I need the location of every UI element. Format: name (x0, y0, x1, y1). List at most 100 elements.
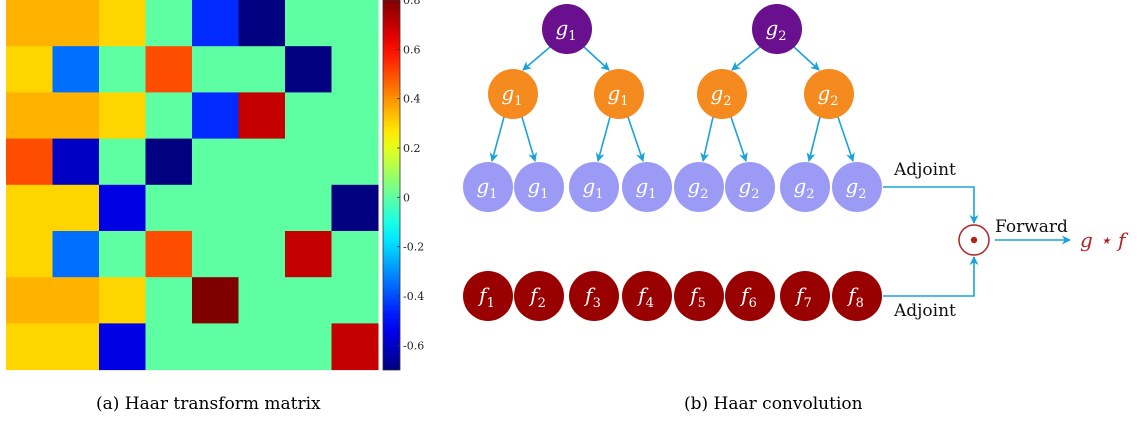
arrow-top-to-mid (522, 46, 551, 71)
heatmap-cell (145, 277, 193, 324)
heatmap-cell (331, 277, 379, 324)
colorbar-tick-label: 0.4 (403, 93, 421, 106)
colorbar-tick-label: -0.6 (403, 339, 424, 352)
heatmap-cell (52, 138, 100, 186)
arrow-top-to-mid (583, 46, 610, 71)
mid-node-g1: g1 (594, 69, 644, 119)
heatmap-cell (145, 323, 193, 371)
heatmap-cell (99, 277, 146, 324)
leaf-node-g1: g1 (622, 162, 672, 212)
heatmap-cell (331, 231, 379, 278)
heatmap-cell (192, 138, 239, 186)
arrow-mid-to-leaf (806, 116, 821, 162)
heatmap-cell (99, 0, 146, 47)
heatmap-cell (145, 184, 193, 232)
colorbar-tick-label: -0.4 (403, 290, 424, 303)
colorbar-tick-label: 0.8 (403, 0, 421, 7)
leaf-node-g1: g1 (463, 162, 513, 212)
heatmap-cell (192, 231, 239, 278)
heatmap-cell (285, 184, 332, 232)
heatmap-cell (238, 92, 286, 140)
heatmap-cell (52, 92, 100, 140)
heatmap-cell (145, 231, 193, 278)
heatmap-cell (192, 92, 239, 140)
heatmap-cell (52, 46, 100, 93)
arrow-top-to-mid (793, 46, 820, 71)
f-node-6: f6 (725, 271, 775, 321)
heatmap-cell (99, 92, 146, 140)
arrow-mid-to-leaf (837, 116, 855, 162)
colorbar-tick-label: -0.2 (403, 241, 424, 254)
hadamard-product-symbol (958, 224, 990, 256)
heatmap-cell (52, 0, 100, 47)
heatmap-cell (285, 46, 332, 93)
heatmap-cell (192, 0, 239, 47)
heatmap-cell (192, 184, 239, 232)
f-node-4: f4 (622, 271, 672, 321)
heatmap-cell (6, 46, 53, 93)
heatmap-cell (6, 277, 53, 324)
leaf-node-g2: g2 (780, 162, 830, 212)
heatmap-cell (238, 0, 286, 47)
heatmap-cell (238, 323, 286, 371)
arrow-mid-to-leaf (700, 116, 714, 162)
top-node-g1: g1 (542, 4, 592, 54)
heatmap-cell (192, 46, 239, 93)
heatmap-cell (99, 138, 146, 186)
haar-matrix-heatmap (6, 0, 379, 371)
f-node-8: f8 (832, 271, 882, 321)
colorbar: 0.8 0.6 0.4 0.2 0 -0.2 -0.4 -0.6 (382, 0, 424, 371)
mid-node-g2: g2 (697, 69, 747, 119)
f-node-5: f5 (674, 271, 724, 321)
heatmap-cell (99, 184, 146, 232)
caption-haar-convolution: (b) Haar convolution (684, 394, 863, 414)
heatmap-cell (238, 138, 286, 186)
heatmap-cell (238, 231, 286, 278)
f-node-7: f7 (780, 271, 830, 321)
heatmap-cell (238, 277, 286, 324)
heatmap-cell (331, 138, 379, 186)
colorbar-tick-label: 0.2 (403, 142, 421, 155)
heatmap-cell (6, 184, 53, 232)
heatmap-cell (331, 184, 379, 232)
arrow-mid-to-leaf (627, 116, 645, 162)
adjoint-bottom-label: Adjoint (893, 301, 956, 321)
f-node-1: f1 (463, 271, 513, 321)
leaf-node-g1: g1 (569, 162, 619, 212)
arrow-mid-to-leaf (489, 116, 505, 162)
heatmap-cell (6, 231, 53, 278)
colorbar-gradient (382, 0, 401, 371)
heatmap-cell (331, 92, 379, 140)
mid-node-g2: g2 (804, 69, 854, 119)
heatmap-cell (238, 184, 286, 232)
heatmap-cell (52, 184, 100, 232)
heatmap-cell (52, 277, 100, 324)
heatmap-cell (6, 138, 53, 186)
heatmap-cell (192, 323, 239, 371)
heatmap-cell (238, 46, 286, 93)
arrow-mid-to-leaf (595, 116, 611, 162)
heatmap-cell (6, 0, 53, 47)
heatmap-cell (331, 46, 379, 93)
heatmap-cell (331, 0, 379, 47)
heatmap-cell (99, 46, 146, 93)
heatmap-cell (285, 231, 332, 278)
top-node-g2: g2 (752, 4, 802, 54)
forward-label: Forward (995, 217, 1068, 237)
adjoint-top-arrow (883, 186, 979, 224)
heatmap-cell (99, 231, 146, 278)
leaf-node-g2: g2 (832, 162, 882, 212)
arrow-mid-to-leaf (521, 116, 538, 162)
result-label: g ⋆ f (1080, 228, 1129, 252)
heatmap-cell (6, 323, 53, 371)
heatmap-cell (52, 323, 100, 371)
heatmap-cell (52, 231, 100, 278)
caption-haar-transform-matrix: (a) Haar transform matrix (96, 394, 321, 414)
leaf-node-g1: g1 (514, 162, 564, 212)
arrow-top-to-mid (731, 46, 761, 71)
f-node-2: f2 (514, 271, 564, 321)
heatmap-cell (99, 323, 146, 371)
heatmap-cell (145, 138, 193, 186)
